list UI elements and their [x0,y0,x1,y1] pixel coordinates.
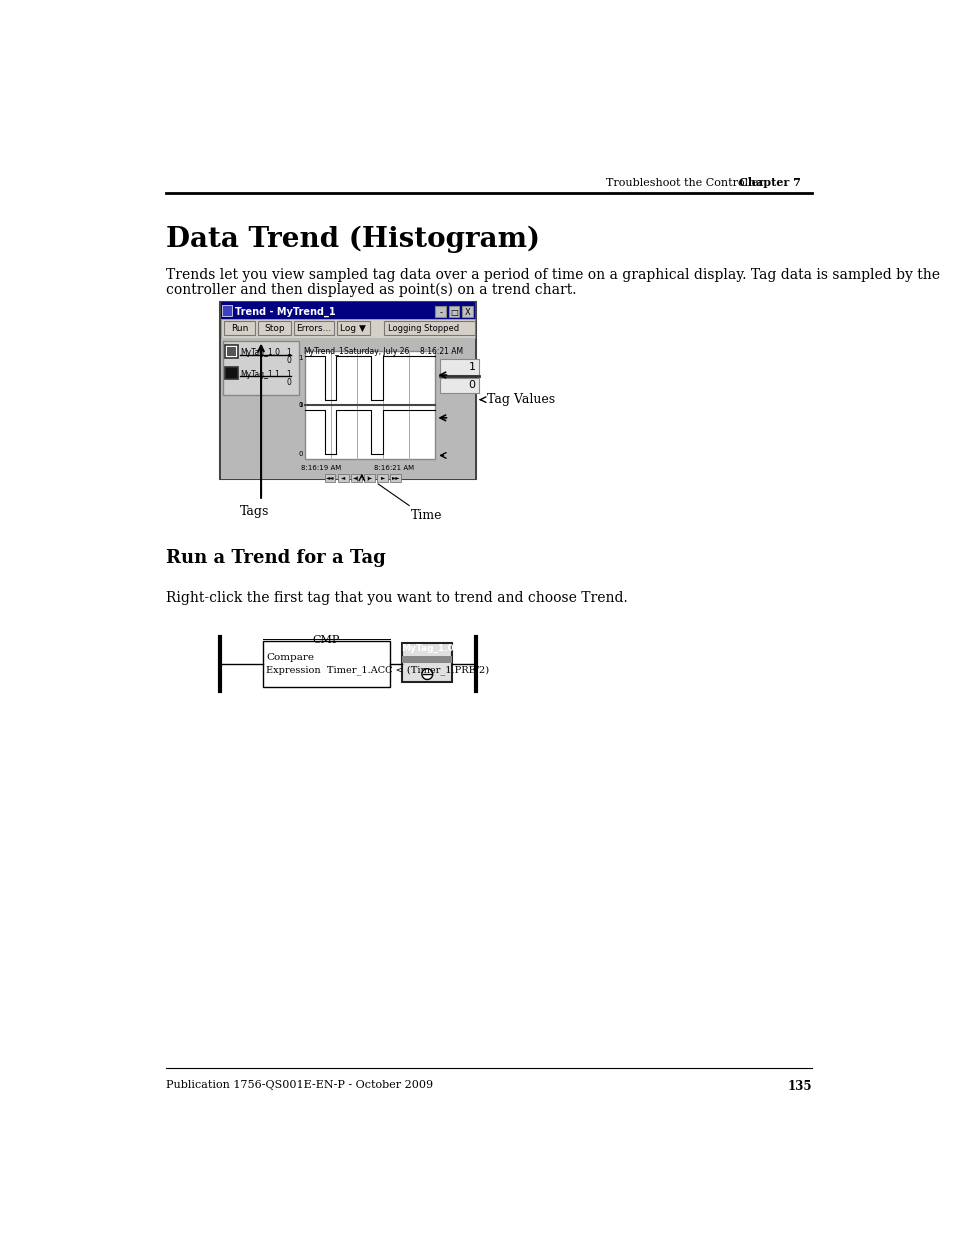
Text: 0: 0 [286,378,291,387]
Bar [222,305,232,316]
Bar [377,474,388,482]
Text: ◄|: ◄| [353,475,359,480]
Text: 8:16:19 AM: 8:16:19 AM [300,464,340,471]
Text: Chapter 7: Chapter 7 [739,178,801,188]
Text: Compare: Compare [266,653,314,662]
Text: 0: 0 [286,356,291,366]
Bar [220,303,476,479]
Bar [220,319,475,337]
Bar [384,321,475,336]
Bar [390,474,401,482]
Bar [337,474,348,482]
Text: MyTrend_1: MyTrend_1 [303,347,344,356]
Bar [402,656,452,663]
Text: Run a Trend for a Tag: Run a Trend for a Tag [166,548,385,567]
Bar [448,306,459,317]
Bar [227,347,236,356]
Text: Stop: Stop [264,324,284,333]
Text: Troubleshoot the Controller: Troubleshoot the Controller [605,178,762,188]
Text: Logging Stopped: Logging Stopped [388,324,458,333]
Text: Trends let you view sampled tag data over a period of time on a graphical displa: Trends let you view sampled tag data ove… [166,268,939,282]
Text: Right-click the first tag that you want to trend and choose Trend.: Right-click the first tag that you want … [166,592,627,605]
Text: 0: 0 [298,451,303,457]
Text: 8:16:21 AM: 8:16:21 AM [374,464,414,471]
Bar [262,641,390,687]
Text: Expression  Timer_1.ACC < (Timer_1.PRE/2): Expression Timer_1.ACC < (Timer_1.PRE/2) [266,666,489,676]
Bar [439,378,478,393]
Bar [220,303,475,319]
Text: Log ▼: Log ▼ [340,324,366,333]
Text: Run: Run [231,324,248,333]
Text: Publication 1756-QS001E-EN-P - October 2009: Publication 1756-QS001E-EN-P - October 2… [166,1079,433,1091]
Bar [223,341,298,395]
Bar [225,346,237,358]
Bar [351,474,361,482]
Bar [364,474,375,482]
Text: 1: 1 [286,370,291,379]
Text: 1: 1 [298,354,303,361]
Text: Errors...: Errors... [295,324,331,333]
Text: CMP: CMP [313,635,340,645]
Text: 0: 0 [468,380,476,390]
Bar [305,352,435,458]
Text: 1: 1 [286,348,291,357]
Bar [294,321,334,336]
Text: ►►: ►► [392,475,399,480]
Circle shape [421,668,433,679]
Text: MyTag_1.1: MyTag_1.1 [240,370,280,379]
Bar [324,474,335,482]
Text: 1: 1 [468,362,476,372]
Bar [402,643,452,682]
Text: |►: |► [366,475,373,480]
Text: MyTag_1.0: MyTag_1.0 [240,348,280,357]
Text: ►: ► [380,475,384,480]
Bar [225,367,237,379]
Bar [461,306,472,317]
Text: 135: 135 [787,1079,811,1093]
Text: 8:16:21 AM: 8:16:21 AM [419,347,462,356]
Bar [402,643,452,655]
Bar [439,359,478,374]
Bar [435,306,446,317]
Text: controller and then displayed as point(s) on a trend chart.: controller and then displayed as point(s… [166,283,576,298]
Text: Trend - MyTrend_1: Trend - MyTrend_1 [235,306,335,316]
Text: Data Trend (Histogram): Data Trend (Histogram) [166,225,539,253]
Text: 1: 1 [298,403,303,408]
Text: Saturday, July 26: Saturday, July 26 [344,347,409,356]
Text: Time: Time [410,509,441,521]
Text: ◄◄: ◄◄ [326,475,334,480]
Text: MyTag_1.0: MyTag_1.0 [400,645,454,653]
Text: X: X [464,308,470,316]
Bar [257,321,291,336]
Bar [224,321,254,336]
Text: -: - [439,308,442,316]
Text: 0: 0 [298,401,303,408]
Text: ◄: ◄ [341,475,345,480]
Text: Tags: Tags [240,505,270,517]
Bar [220,337,475,479]
Bar [336,321,369,336]
Text: Tag Values: Tag Values [487,393,555,406]
Text: □: □ [450,308,457,316]
